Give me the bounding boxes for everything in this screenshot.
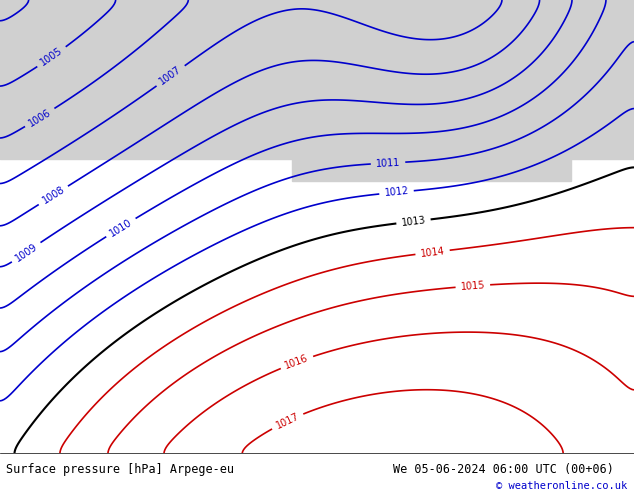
Text: 1006: 1006 — [27, 107, 53, 128]
Polygon shape — [292, 0, 571, 181]
Text: 1010: 1010 — [108, 217, 134, 238]
Text: 1013: 1013 — [401, 215, 426, 228]
Text: 1009: 1009 — [13, 241, 39, 263]
Text: Surface pressure [hPa] Arpege-eu: Surface pressure [hPa] Arpege-eu — [6, 463, 235, 476]
Text: 1015: 1015 — [460, 280, 486, 292]
Text: © weatheronline.co.uk: © weatheronline.co.uk — [496, 481, 628, 490]
Text: 1016: 1016 — [283, 353, 310, 371]
Text: 1012: 1012 — [384, 186, 409, 198]
Text: 1008: 1008 — [41, 185, 67, 206]
Text: 1007: 1007 — [158, 65, 184, 87]
Text: We 05-06-2024 06:00 UTC (00+06): We 05-06-2024 06:00 UTC (00+06) — [393, 463, 614, 476]
Text: 1014: 1014 — [420, 246, 445, 259]
Text: 1011: 1011 — [375, 157, 401, 169]
Polygon shape — [0, 0, 634, 136]
Text: 1005: 1005 — [39, 46, 65, 68]
Text: 1017: 1017 — [274, 411, 301, 431]
